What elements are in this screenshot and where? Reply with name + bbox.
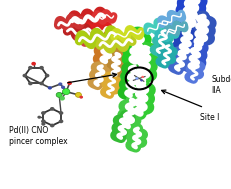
Circle shape [37, 116, 41, 119]
Circle shape [41, 119, 46, 123]
Circle shape [59, 96, 65, 101]
Circle shape [39, 82, 44, 85]
Circle shape [28, 66, 33, 70]
Circle shape [28, 82, 33, 85]
Circle shape [56, 92, 62, 97]
Circle shape [22, 74, 27, 77]
Circle shape [48, 86, 52, 90]
Text: Subdomain
IIA: Subdomain IIA [210, 75, 231, 95]
Circle shape [141, 76, 143, 78]
Circle shape [140, 79, 142, 81]
Circle shape [58, 82, 62, 86]
Circle shape [58, 111, 63, 115]
Circle shape [58, 119, 63, 123]
Circle shape [50, 124, 54, 127]
Circle shape [45, 74, 49, 77]
Text: Pd(II) CNO
pincer complex: Pd(II) CNO pincer complex [9, 126, 68, 146]
Circle shape [135, 77, 138, 80]
Circle shape [79, 96, 83, 99]
Circle shape [31, 62, 36, 66]
Circle shape [61, 86, 65, 89]
Circle shape [50, 107, 54, 111]
Circle shape [39, 66, 44, 70]
Circle shape [62, 89, 70, 95]
Text: Site I: Site I [199, 113, 218, 122]
Circle shape [75, 92, 81, 97]
Circle shape [67, 81, 72, 85]
Circle shape [41, 122, 45, 126]
Circle shape [41, 111, 46, 115]
